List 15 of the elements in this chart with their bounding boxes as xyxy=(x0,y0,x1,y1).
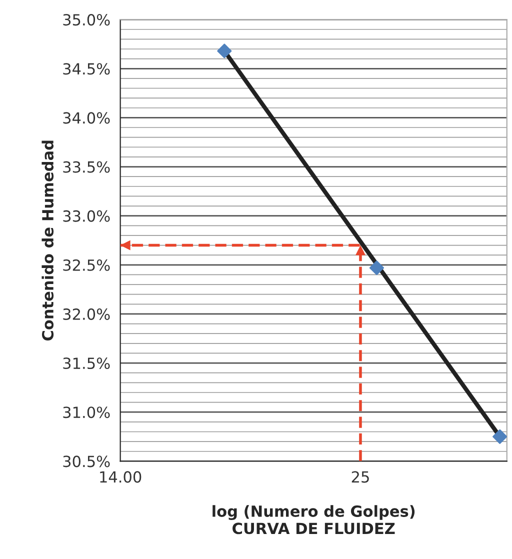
y-tick-label: 33.0% xyxy=(63,210,110,222)
y-tick-label: 32.0% xyxy=(63,308,110,320)
x-axis-title: log (Numero de Golpes) xyxy=(212,505,415,520)
y-axis-title: Contenido de Humedad xyxy=(42,140,54,341)
y-tick-label: 31.0% xyxy=(63,406,110,418)
y-tick-label: 32.5% xyxy=(63,259,110,271)
text: CURVA DE FLUIDEZ xyxy=(232,522,395,534)
y-tick-label: 31.5% xyxy=(63,358,110,370)
y-tick-label: 35.0% xyxy=(63,14,110,26)
x-tick-label: 14.00 xyxy=(100,471,142,483)
x-tick-label: 25 xyxy=(352,471,369,483)
y-tick-label: 34.0% xyxy=(63,112,110,124)
y-tick-label: 33.5% xyxy=(63,161,110,173)
y-tick-label: 30.5% xyxy=(63,456,110,468)
y-tick-label: 34.5% xyxy=(63,63,110,75)
